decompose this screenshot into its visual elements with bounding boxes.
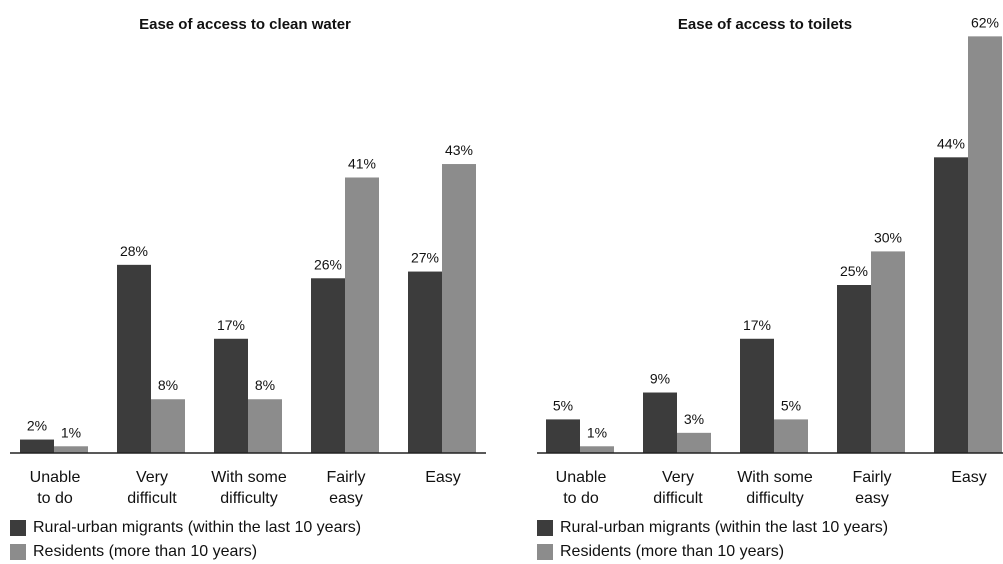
data-label: 62% [971,14,999,30]
data-label: 1% [587,424,607,440]
chart-panel-toilets: Ease of access to toilets 5% 1% Unable to d… [527,0,1003,564]
bar-migrants [643,392,677,453]
legend-swatch-migrants [537,520,553,536]
data-label: 43% [445,142,473,158]
legend-item-residents: Residents (more than 10 years) [537,540,888,564]
chart-panel-water: Ease of access to clean water 2% 1% Unable… [0,0,490,564]
bar-residents [151,399,185,453]
data-label: 5% [781,397,801,413]
legend-swatch-migrants [10,520,26,536]
bar-migrants [117,264,151,453]
category-label: With some difficulty [211,469,287,507]
chart-plot-water: 2% 1% Unable to do 28% 8% Very difficult 17% 8% Wi… [10,142,486,507]
legend-item-residents: Residents (more than 10 years) [10,540,361,564]
data-label: 2% [27,418,47,434]
bar-residents [442,164,476,454]
data-label: 41% [348,155,376,171]
bar-residents [54,446,88,453]
category-label: Fairly easy [852,469,891,507]
bar-migrants [546,419,580,453]
legend-item-migrants: Rural-urban migrants (within the last 10… [10,516,361,540]
bar-residents [580,446,614,453]
legend-swatch-residents [10,544,26,560]
bar-migrants [837,285,871,453]
category-label: Easy [951,469,987,486]
bar-migrants [311,278,345,453]
bar-migrants [740,338,774,453]
data-label: 17% [217,317,245,333]
legend-label-residents: Residents (more than 10 years) [560,543,785,560]
data-label: 25% [840,263,868,279]
data-label: 8% [255,377,275,393]
chart-title-toilets: Ease of access to toilets [677,16,853,33]
legend-label-residents: Residents (more than 10 years) [33,543,258,560]
data-label: 28% [120,243,148,259]
data-label: 3% [684,411,704,427]
data-label: 9% [650,371,670,387]
chart-plot-toilets: 5% 1% Unable to do 9% 3% Very difficult 17% 5% Wit… [537,14,1003,507]
category-label: With some difficulty [737,469,813,507]
legend-toilets: Rural-urban migrants (within the last 10… [537,516,888,564]
category-label: Very difficult [127,469,177,507]
category-label: Easy [425,469,461,486]
bar-residents [968,36,1002,454]
chart-title-water: Ease of access to clean water [139,16,351,33]
data-label: 27% [411,250,439,266]
category-label: Very difficult [653,469,703,507]
category-label: Unable to do [30,469,81,507]
bar-migrants [214,338,248,453]
data-label: 44% [937,135,965,151]
data-label: 5% [553,397,573,413]
legend-item-migrants: Rural-urban migrants (within the last 10… [537,516,888,540]
bar-residents [774,419,808,453]
legend-label-migrants: Rural-urban migrants (within the last 10… [560,519,889,536]
data-label: 1% [61,424,81,440]
category-label: Fairly easy [326,469,365,507]
legend-water: Rural-urban migrants (within the last 10… [10,516,361,564]
bar-residents [248,399,282,453]
legend-label-migrants: Rural-urban migrants (within the last 10… [33,519,362,536]
bar-migrants [934,157,968,453]
data-label: 30% [874,229,902,245]
bar-migrants [20,439,54,453]
data-label: 17% [743,317,771,333]
category-label: Unable to do [556,469,607,507]
data-label: 26% [314,256,342,272]
bar-migrants [408,271,442,453]
bar-residents [871,251,905,453]
bar-residents [677,432,711,453]
data-label: 8% [158,377,178,393]
legend-swatch-residents [537,544,553,560]
bar-residents [345,177,379,454]
